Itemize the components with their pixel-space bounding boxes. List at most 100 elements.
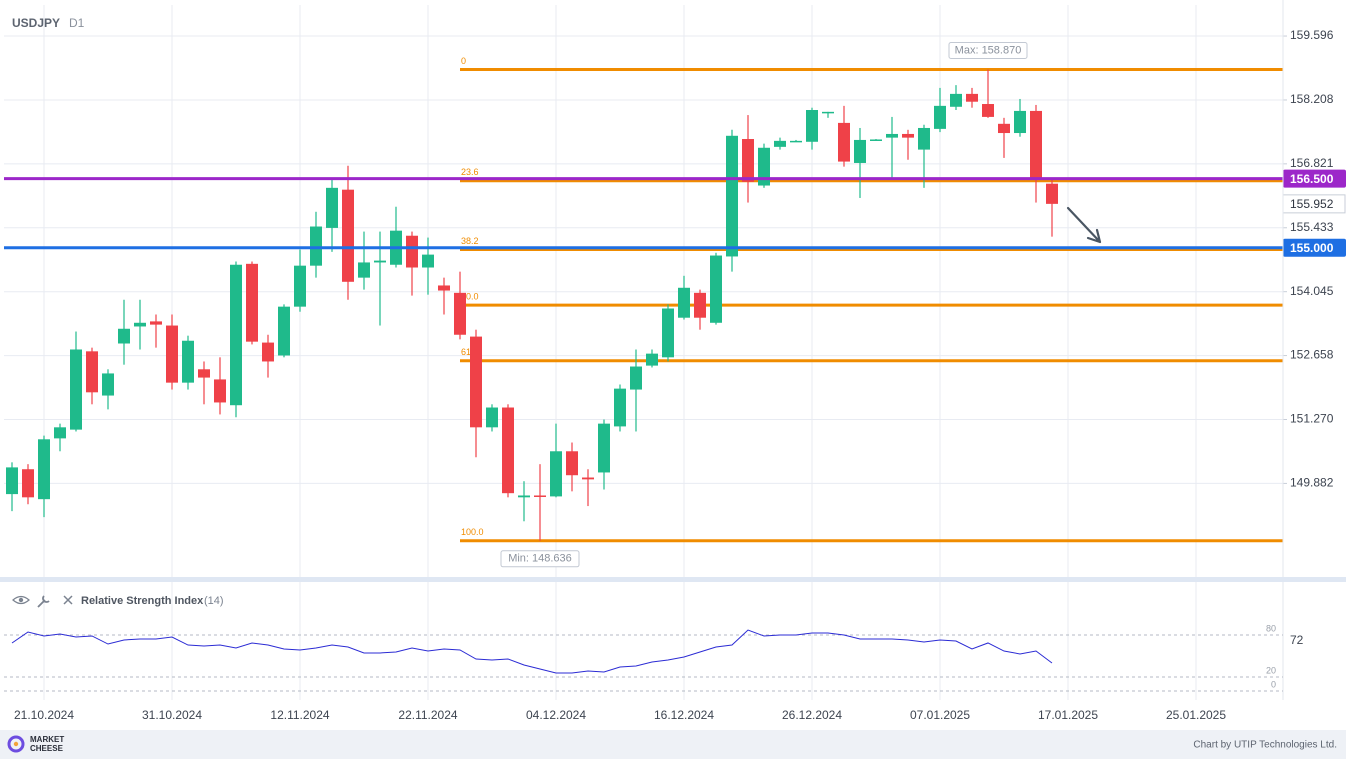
x-tick-label: 12.11.2024	[270, 708, 329, 722]
candle-body	[470, 336, 482, 428]
fib-label: 61.8	[461, 347, 479, 357]
level-tag-label: 155.000	[1290, 241, 1334, 255]
level-tag-label: 156.500	[1290, 172, 1334, 186]
candle-body	[70, 349, 82, 430]
y-tick-label: 158.208	[1290, 92, 1334, 106]
eye-icon[interactable]	[12, 595, 30, 605]
candle-body	[566, 451, 578, 476]
fib-label: 23.6	[461, 167, 479, 177]
timeframe: D1	[69, 16, 85, 30]
candle-body	[1030, 110, 1042, 178]
y-tick-label: 156.821	[1290, 156, 1334, 170]
candle-body	[454, 292, 466, 335]
candle-body	[1046, 183, 1058, 204]
candle-body	[534, 495, 546, 497]
grid	[4, 5, 1283, 700]
candle-body	[502, 407, 514, 494]
logo-mark	[7, 735, 25, 753]
candle-body	[150, 321, 162, 325]
fib-label: 38.2	[461, 236, 479, 246]
candle-body	[726, 135, 738, 257]
candle-body	[438, 285, 450, 291]
candle-body	[86, 351, 98, 393]
candle-body	[710, 255, 722, 323]
brand-line1: MARKET	[30, 735, 64, 744]
candle-body	[998, 123, 1010, 134]
candle-body	[214, 379, 226, 403]
candle-body	[422, 254, 434, 268]
brand-line2: CHEESE	[30, 744, 64, 753]
x-tick-label: 16.12.2024	[654, 708, 714, 722]
candle-body	[118, 328, 130, 344]
y-tick-label: 149.882	[1290, 476, 1334, 490]
candle-body	[806, 110, 818, 142]
x-tick-label: 25.01.2025	[1166, 708, 1226, 722]
candle-body	[758, 147, 770, 186]
candle-body	[1014, 110, 1026, 134]
candle-body	[598, 423, 610, 473]
candle-body	[38, 439, 50, 500]
candle-body	[6, 467, 18, 495]
candle-body	[326, 187, 338, 228]
candle-body	[742, 139, 754, 182]
candle-body	[630, 366, 642, 390]
logo[interactable]: MARKET CHEESE	[7, 735, 64, 753]
fib-label: 50.0	[461, 292, 479, 302]
y-tick-label: 155.433	[1290, 220, 1334, 234]
credit: Chart by UTIP Technologies Ltd.	[1193, 740, 1337, 751]
x-tick-label: 22.11.2024	[398, 708, 457, 722]
levels: 156.500 155.000 155.952	[4, 169, 1346, 257]
candle-body	[246, 263, 258, 342]
candle-body	[342, 189, 354, 282]
x-tick-label: 26.12.2024	[782, 708, 842, 722]
last-price: 155.952	[1290, 197, 1334, 211]
candle-body	[854, 139, 866, 163]
annotation: Max: 158.870	[955, 44, 1022, 56]
candle-body	[790, 140, 802, 143]
annotation-box	[948, 41, 1028, 59]
candle-body	[166, 325, 178, 383]
level-tag	[1283, 238, 1346, 257]
price-axis: 149.882 151.270 152.658 154.045 155.433 156.8…	[1283, 28, 1334, 490]
indicator-params: (14)	[204, 595, 224, 607]
candle-body	[614, 388, 626, 427]
candle-body	[662, 308, 674, 358]
rsi-header: Relative Strength Index (14)	[12, 595, 224, 608]
candle-body	[870, 139, 882, 141]
candle-body	[838, 122, 850, 162]
x-tick-label: 17.01.2025	[1038, 708, 1098, 722]
rsi-value: 72	[1290, 633, 1304, 647]
candle-body	[678, 287, 690, 318]
candle-body	[774, 140, 786, 147]
candle-body	[310, 226, 322, 266]
close-icon[interactable]	[63, 595, 73, 605]
y-tick-label: 151.270	[1290, 412, 1334, 426]
settings-icon[interactable]	[37, 595, 50, 608]
candle-body	[230, 264, 242, 406]
candle-body	[822, 111, 834, 114]
candle-body	[950, 93, 962, 107]
candle-body	[406, 235, 418, 268]
indicator-title: Relative Strength Index	[81, 595, 204, 607]
trend-arrow	[1066, 206, 1102, 244]
rsi-level-label: 20	[1266, 665, 1276, 675]
candle-body	[934, 105, 946, 129]
candle-body	[182, 340, 194, 383]
candle-body	[646, 353, 658, 366]
rsi-panel: 0 20 80 72	[4, 623, 1304, 692]
candle-body	[374, 260, 386, 263]
x-tick-label: 04.12.2024	[526, 708, 586, 722]
candle-body	[22, 469, 34, 498]
x-axis: 21.10.2024 31.10.2024 12.11.2024 22.11.2024…	[14, 708, 1226, 722]
rsi-level-label: 80	[1266, 623, 1276, 633]
candle-body	[198, 369, 210, 378]
annotation-box	[500, 550, 580, 568]
y-tick-label: 152.658	[1290, 348, 1334, 362]
rsi-level-label: 0	[1271, 679, 1276, 689]
fib-label: 0	[461, 56, 466, 66]
candle-body	[518, 495, 530, 498]
footer	[0, 730, 1346, 759]
